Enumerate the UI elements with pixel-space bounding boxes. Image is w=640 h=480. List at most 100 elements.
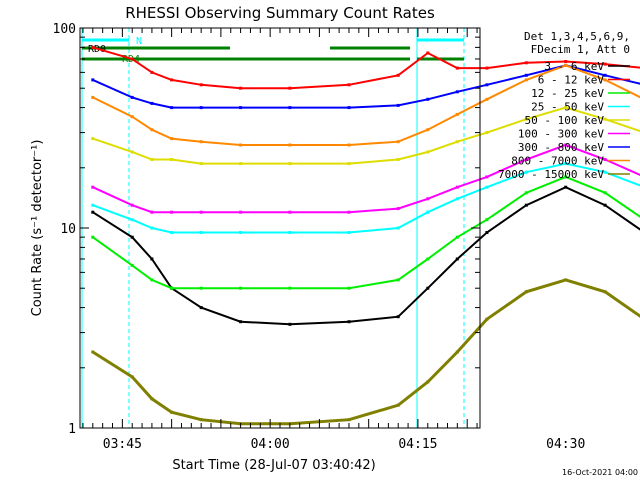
- legend-header: Det 1,3,4,5,6,9,: [524, 30, 630, 43]
- data-point: [347, 286, 351, 290]
- y-tick-label: 10: [60, 222, 76, 237]
- data-point: [91, 78, 95, 82]
- data-point: [564, 278, 568, 282]
- data-point: [396, 103, 400, 107]
- legend-entry-label: 7000 - 15000 keV: [498, 168, 604, 181]
- data-point: [288, 286, 292, 290]
- data-point: [603, 62, 607, 66]
- data-point: [150, 257, 154, 261]
- data-point: [455, 112, 459, 116]
- data-point: [426, 210, 430, 214]
- y-axis-label: Count Rate (s⁻¹ detector⁻¹): [30, 140, 45, 317]
- data-point: [603, 170, 607, 174]
- data-point: [347, 320, 351, 324]
- data-point: [603, 73, 607, 77]
- data-point: [426, 286, 430, 290]
- series-line: [92, 175, 640, 290]
- data-point: [239, 106, 243, 110]
- chart-title: RHESSI Observing Summary Count Rates: [125, 4, 435, 22]
- data-point: [396, 315, 400, 319]
- data-point: [485, 131, 489, 135]
- legend-entry-label: 800 - 7000 keV: [511, 155, 604, 168]
- data-point: [150, 101, 154, 105]
- data-point: [170, 78, 174, 82]
- data-point: [524, 290, 528, 294]
- data-point: [564, 185, 568, 189]
- data-point: [288, 162, 292, 166]
- data-point: [199, 210, 203, 214]
- legend-entry-label: 50 - 100 keV: [525, 114, 605, 127]
- data-point: [130, 57, 134, 61]
- data-point: [455, 66, 459, 70]
- data-point: [524, 170, 528, 174]
- data-point: [91, 137, 95, 141]
- series-line: [92, 186, 640, 326]
- data-point: [150, 70, 154, 74]
- data-point: [130, 218, 134, 222]
- data-point: [603, 78, 607, 82]
- legend-entry-label: 25 - 50 keV: [531, 101, 604, 114]
- series-line: [92, 143, 640, 214]
- x-tick-label: 04:30: [546, 437, 585, 452]
- data-point: [91, 203, 95, 207]
- data-point: [150, 278, 154, 282]
- data-point: [170, 286, 174, 290]
- data-point: [239, 320, 243, 324]
- data-point: [170, 410, 174, 414]
- data-point: [170, 210, 174, 214]
- legend-header: FDecim 1, Att 0: [531, 43, 630, 56]
- data-point: [150, 158, 154, 161]
- data-point: [426, 150, 430, 154]
- data-point: [485, 317, 489, 321]
- data-point: [426, 380, 430, 384]
- data-point: [347, 210, 351, 214]
- data-point: [564, 162, 568, 166]
- x-tick-label: 04:00: [251, 437, 290, 452]
- data-point: [239, 86, 243, 90]
- data-point: [239, 286, 243, 290]
- data-point: [455, 350, 459, 354]
- data-point: [455, 90, 459, 94]
- data-point: [485, 97, 489, 101]
- data-point: [396, 278, 400, 282]
- data-point: [564, 106, 568, 110]
- x-tick-label: 04:15: [398, 437, 437, 452]
- data-point: [130, 263, 134, 267]
- data-point: [288, 210, 292, 214]
- data-point: [130, 150, 134, 154]
- data-point: [396, 226, 400, 230]
- data-point: [347, 143, 351, 147]
- x-tick-label: 03:45: [103, 437, 142, 452]
- data-point: [130, 115, 134, 119]
- data-point: [396, 403, 400, 407]
- data-point: [455, 197, 459, 201]
- data-point: [426, 97, 430, 101]
- flag-label-night: N: [136, 36, 142, 47]
- data-point: [426, 128, 430, 132]
- data-point: [199, 231, 203, 234]
- data-point: [603, 117, 607, 121]
- data-point: [603, 191, 607, 195]
- data-point: [288, 86, 292, 90]
- series-line: [91, 278, 640, 426]
- data-point: [199, 306, 203, 310]
- legend: Det 1,3,4,5,6,9,FDecim 1, Att 0 3 - 6 keV…: [498, 30, 630, 181]
- series-line: [92, 46, 640, 90]
- legend-entry-label: 12 - 25 keV: [531, 87, 604, 100]
- y-tick-label: 1: [68, 422, 76, 437]
- data-point: [485, 185, 489, 189]
- legend-entry-label: 300 - 800 keV: [518, 141, 604, 154]
- data-point: [91, 210, 95, 214]
- series-line: [92, 64, 640, 146]
- data-point: [347, 106, 351, 110]
- legend-entry-label: 100 - 300 keV: [518, 128, 604, 141]
- data-point: [485, 175, 489, 179]
- data-point: [426, 51, 430, 55]
- data-point: [130, 375, 134, 379]
- data-point: [524, 158, 528, 161]
- data-point: [524, 61, 528, 65]
- data-point: [130, 203, 134, 207]
- data-point: [288, 231, 292, 234]
- data-point: [170, 106, 174, 110]
